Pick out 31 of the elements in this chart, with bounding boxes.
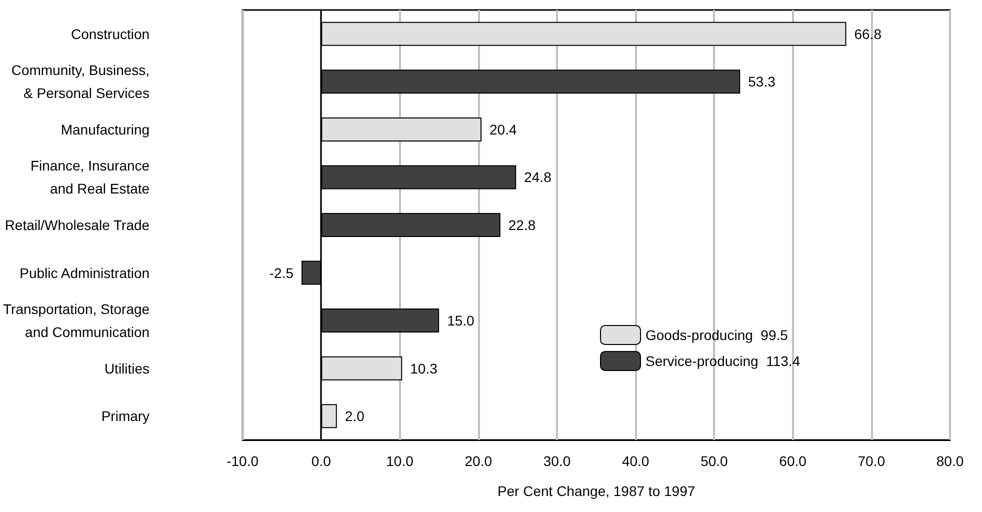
data-label: 20.4 [490, 121, 517, 138]
data-label: 10.3 [410, 360, 438, 376]
data-label: 15.0 [447, 312, 475, 329]
y-tick-label: Manufacturing [60, 121, 150, 138]
x-axis-title: Per Cent Change, 1987 to 1997 [497, 483, 696, 499]
x-tick-label: 50.0 [700, 453, 728, 469]
legend-label: Service-producing 113.4 [646, 353, 800, 369]
y-tick-label: Retail/Wholesale Trade [4, 217, 150, 233]
y-tick-label: Primary [101, 408, 150, 424]
data-label: 53.3 [748, 74, 776, 90]
y-tick-label: Community, Business, & Personal Services [11, 62, 150, 102]
x-tick-label: -10.0 [226, 453, 259, 469]
x-tick-label: 60.0 [779, 453, 807, 469]
legend-label: Goods-producing 99.5 [646, 327, 788, 343]
x-tick-label: 10.0 [386, 453, 414, 469]
x-tick-label: 20.0 [464, 453, 492, 469]
data-label: 2.0 [344, 408, 365, 424]
data-label: 22.8 [508, 217, 536, 233]
x-tick-label: 30.0 [543, 453, 571, 469]
y-tick-label: Public Administration [20, 264, 150, 281]
x-tick-label: 40.0 [622, 453, 650, 469]
y-tick-label: Construction [70, 26, 150, 42]
x-tick-label: 0.0 [311, 453, 332, 469]
x-tick-label: 70.0 [858, 453, 886, 469]
y-tick-label: Utilities [104, 360, 150, 376]
data-label: 66.8 [854, 26, 882, 42]
y-tick-label: Finance, Insurance and Real Estate [30, 158, 150, 197]
data-label: 24.8 [524, 169, 552, 186]
data-label: -2.5 [269, 264, 294, 281]
x-tick-label: 80.0 [936, 453, 964, 469]
y-tick-label: Transportation, Storage and Communication [3, 301, 150, 340]
